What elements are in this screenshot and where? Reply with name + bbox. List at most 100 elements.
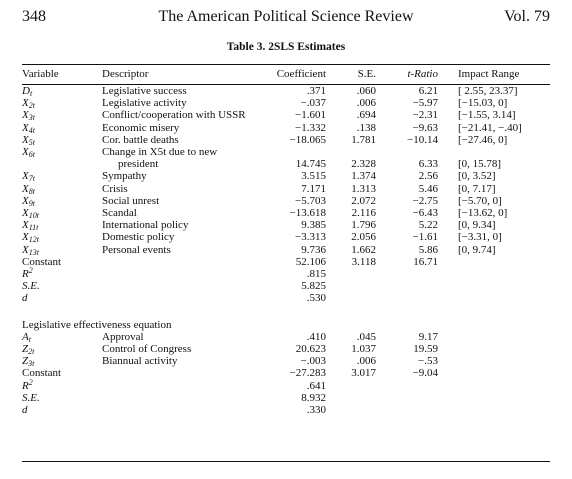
descriptor-continuation: president	[118, 158, 159, 171]
variable-subscript: 3t	[28, 113, 35, 123]
se-cell	[326, 404, 376, 416]
descriptor-cell	[102, 392, 248, 404]
se-cell: 1.796	[351, 219, 376, 232]
descriptor-text: Conflict/cooperation with USSR	[102, 109, 246, 122]
variable-subscript: t	[29, 89, 33, 98]
variable-cell: S.E.	[22, 392, 102, 404]
t-ratio-cell: 6.33	[418, 158, 438, 171]
descriptor-text: International policy	[102, 219, 189, 232]
column-header-coefficient: Coefficient	[276, 68, 326, 80]
variable-subscript: 6t	[28, 150, 35, 160]
t-ratio-cell: −5.97	[412, 97, 438, 110]
variable-symbol: X	[22, 121, 29, 134]
t-ratio-cell: −6.43	[412, 207, 438, 220]
table-row: R2 .815	[22, 266, 570, 281]
impact-range-cell	[438, 355, 570, 367]
variable-symbol: D	[22, 85, 30, 97]
descriptor-text: Social unrest	[102, 194, 160, 207]
impact-range-cell: [−5.70, 0]	[458, 194, 502, 207]
se-cell: 2.328	[351, 158, 376, 171]
descriptor-cell: Sympathy	[102, 170, 248, 182]
se-cell: 3.017	[351, 367, 376, 380]
column-header-se: S.E.	[357, 68, 376, 80]
variable-cell: Z3t	[22, 355, 102, 368]
table-row: Constant −27.283 3.017 −9.04	[22, 367, 570, 379]
estimates-table: Variable Descriptor Coefficient S.E. t-R…	[22, 68, 570, 416]
variable-symbol: Constant	[22, 255, 62, 268]
coefficient-cell: −5.703	[295, 194, 326, 207]
coefficient-cell: −27.283	[289, 367, 326, 380]
table-row: X4t Economic misery −1.332.138 −9.63 [−21.41…	[22, 121, 570, 135]
coefficient-cell: −18.065	[289, 133, 326, 146]
table-row: Z3t Biannual activity −.003.006 −.53	[22, 355, 570, 368]
se-cell: 1.662	[351, 243, 376, 256]
legislative-equation-rows: At Approval .410.045 9.17 Z2t Control of Cong…	[22, 331, 570, 416]
impact-range-cell	[438, 367, 570, 379]
t-ratio-label: t-Ratio	[407, 68, 438, 80]
se-cell	[326, 392, 376, 404]
journal-title: The American Political Science Review	[158, 8, 414, 25]
se-cell: 1.313	[351, 182, 376, 195]
variable-cell: Dt	[22, 85, 102, 98]
variable-subscript: 4t	[28, 125, 35, 135]
descriptor-cell: Change in X5t due to new president	[102, 146, 248, 170]
t-ratio-cell: −1.61	[412, 231, 438, 244]
descriptor-text: Sympathy	[102, 170, 147, 183]
impact-range-cell: [0, 7.17]	[458, 182, 496, 195]
variable-cell: X10t	[22, 207, 102, 220]
variable-cell: S.E.	[22, 280, 102, 292]
descriptor-cell	[102, 256, 248, 268]
impact-range-cell: [−27.46, 0]	[458, 133, 508, 146]
descriptor-text: Domestic policy	[102, 231, 175, 244]
impact-range-cell	[438, 404, 570, 416]
t-ratio-cell: −2.31	[412, 109, 438, 122]
se-cell: 2.116	[351, 207, 376, 220]
coefficient-cell: 9.736	[301, 243, 326, 256]
coefficient-cell: 8.932	[301, 391, 326, 404]
impact-range-cell: [−3.31, 0]	[458, 231, 502, 244]
descriptor-text: Approval	[102, 330, 144, 343]
descriptor-cell	[102, 380, 248, 392]
table-title: Table 3. 2SLS Estimates	[226, 41, 346, 53]
coefficient-cell: .371	[306, 85, 326, 97]
variable-superscript: 2	[28, 266, 33, 276]
variable-symbol: X	[22, 133, 29, 146]
se-cell: 3.118	[351, 255, 376, 268]
se-cell: .045	[356, 330, 376, 343]
page-header: 348 The American Political Science Revie…	[22, 8, 550, 28]
descriptor-text: Legislative success	[102, 85, 187, 97]
variable-cell: X9t	[22, 195, 102, 208]
descriptor-cell: Scandal	[102, 207, 248, 219]
coefficient-cell: −13.618	[289, 207, 326, 220]
variable-symbol: X	[22, 243, 29, 256]
variable-cell: d	[22, 404, 102, 416]
impact-range-cell: [−21.41, −.40]	[458, 121, 522, 134]
se-cell: .694	[356, 109, 376, 122]
t-ratio-cell: −10.14	[407, 133, 438, 146]
section-title: Legislative effectiveness equation	[22, 318, 172, 331]
variable-cell: Z2t	[22, 343, 102, 357]
t-ratio-cell: 16.71	[413, 255, 438, 268]
variable-superscript: 2	[28, 377, 33, 387]
variable-subscript: 2t	[28, 347, 35, 357]
table-row: R2 .641	[22, 377, 570, 392]
se-cell: 1.374	[351, 170, 376, 183]
variable-cell: X5t	[22, 133, 102, 147]
volume-label: Vol. 79	[504, 8, 550, 25]
impact-range-cell: [0, 9.34]	[458, 219, 496, 232]
se-cell: .006	[356, 355, 376, 368]
variable-cell: d	[22, 292, 102, 304]
variable-cell: Constant	[22, 367, 102, 379]
descriptor-text: Crisis	[102, 182, 128, 195]
coefficient-cell: 52.106	[295, 255, 326, 268]
variable-subscript: 2t	[28, 101, 35, 111]
descriptor-cell: Approval	[102, 331, 248, 343]
variable-symbol: X	[22, 207, 29, 220]
t-ratio-cell: −.53	[418, 355, 438, 368]
variable-symbol: X	[22, 146, 29, 159]
descriptor-cell	[102, 404, 248, 416]
table-row: X9t Social unrest −5.703 2.072 −2.75 [−5.70, …	[22, 194, 570, 208]
coefficient-cell: .815	[306, 268, 326, 281]
spacer-row	[22, 305, 570, 319]
column-header-t-ratio: t-Ratio	[376, 68, 438, 85]
